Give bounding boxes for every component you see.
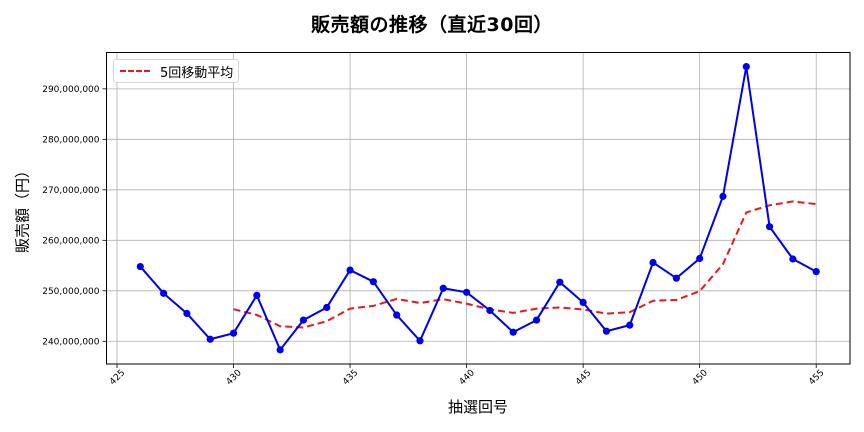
data-point-marker (789, 255, 797, 263)
y-axis-ticks: 240,000,000 250,000,000 260,000,000 270,000… (42, 85, 107, 347)
data-point-marker (812, 268, 820, 276)
x-tick-label: 430 (225, 368, 244, 387)
moving-average-line (233, 200, 817, 329)
y-tick-label: 280,000,000 (42, 135, 100, 145)
chart-title: 販売額の推移（直近30回） (311, 14, 553, 36)
x-axis-label: 抽選回号 (447, 398, 509, 416)
data-point-marker (183, 309, 191, 318)
data-point-marker (486, 306, 494, 315)
data-point-marker (393, 311, 401, 319)
axes-frame (106, 52, 851, 365)
data-point-marker (649, 258, 657, 267)
data-point-marker (719, 192, 727, 200)
y-tick-label: 250,000,000 (42, 287, 100, 297)
data-point-marker (602, 327, 611, 335)
data-point-marker (229, 329, 238, 337)
data-point-marker (323, 303, 331, 312)
data-point-marker (369, 278, 377, 286)
data-point-marker (206, 335, 214, 343)
data-point-marker (439, 284, 447, 292)
data-point-marker (276, 346, 284, 354)
y-tick-label: 240,000,000 (42, 337, 100, 347)
data-point-marker (532, 316, 541, 324)
data-point-marker (765, 223, 774, 231)
x-tick-label: 440 (458, 368, 477, 387)
data-point-marker (160, 289, 168, 297)
data-point-marker (509, 328, 517, 336)
y-tick-label: 260,000,000 (42, 236, 100, 246)
data-point-marker (556, 278, 564, 286)
legend-label: 5回移動平均 (160, 65, 234, 81)
y-tick-label: 270,000,000 (42, 186, 100, 196)
data-point-marker (416, 337, 424, 345)
data-point-marker (299, 316, 308, 324)
legend: 5回移動平均 (113, 59, 239, 83)
x-tick-label: 435 (341, 368, 360, 387)
dashed-line-swatch-icon (120, 70, 150, 72)
x-tick-label: 455 (807, 368, 826, 387)
data-point-marker (136, 262, 144, 271)
x-tick-label: 445 (574, 368, 593, 387)
x-tick-label: 425 (108, 368, 127, 387)
data-point-marker (462, 288, 471, 296)
data-point-marker (672, 274, 680, 282)
data-point-marker (626, 321, 634, 329)
data-point-marker (742, 63, 750, 71)
sales-line (136, 63, 820, 354)
data-point-marker (579, 298, 587, 307)
grid-lines (106, 52, 850, 364)
data-point-marker (346, 266, 354, 274)
y-tick-label: 290,000,000 (42, 85, 100, 95)
data-point-marker (253, 291, 261, 299)
x-axis-ticks: 425 430 435 440 445 450 455 (108, 364, 827, 387)
data-point-marker (696, 254, 704, 263)
x-tick-label: 450 (691, 368, 710, 387)
